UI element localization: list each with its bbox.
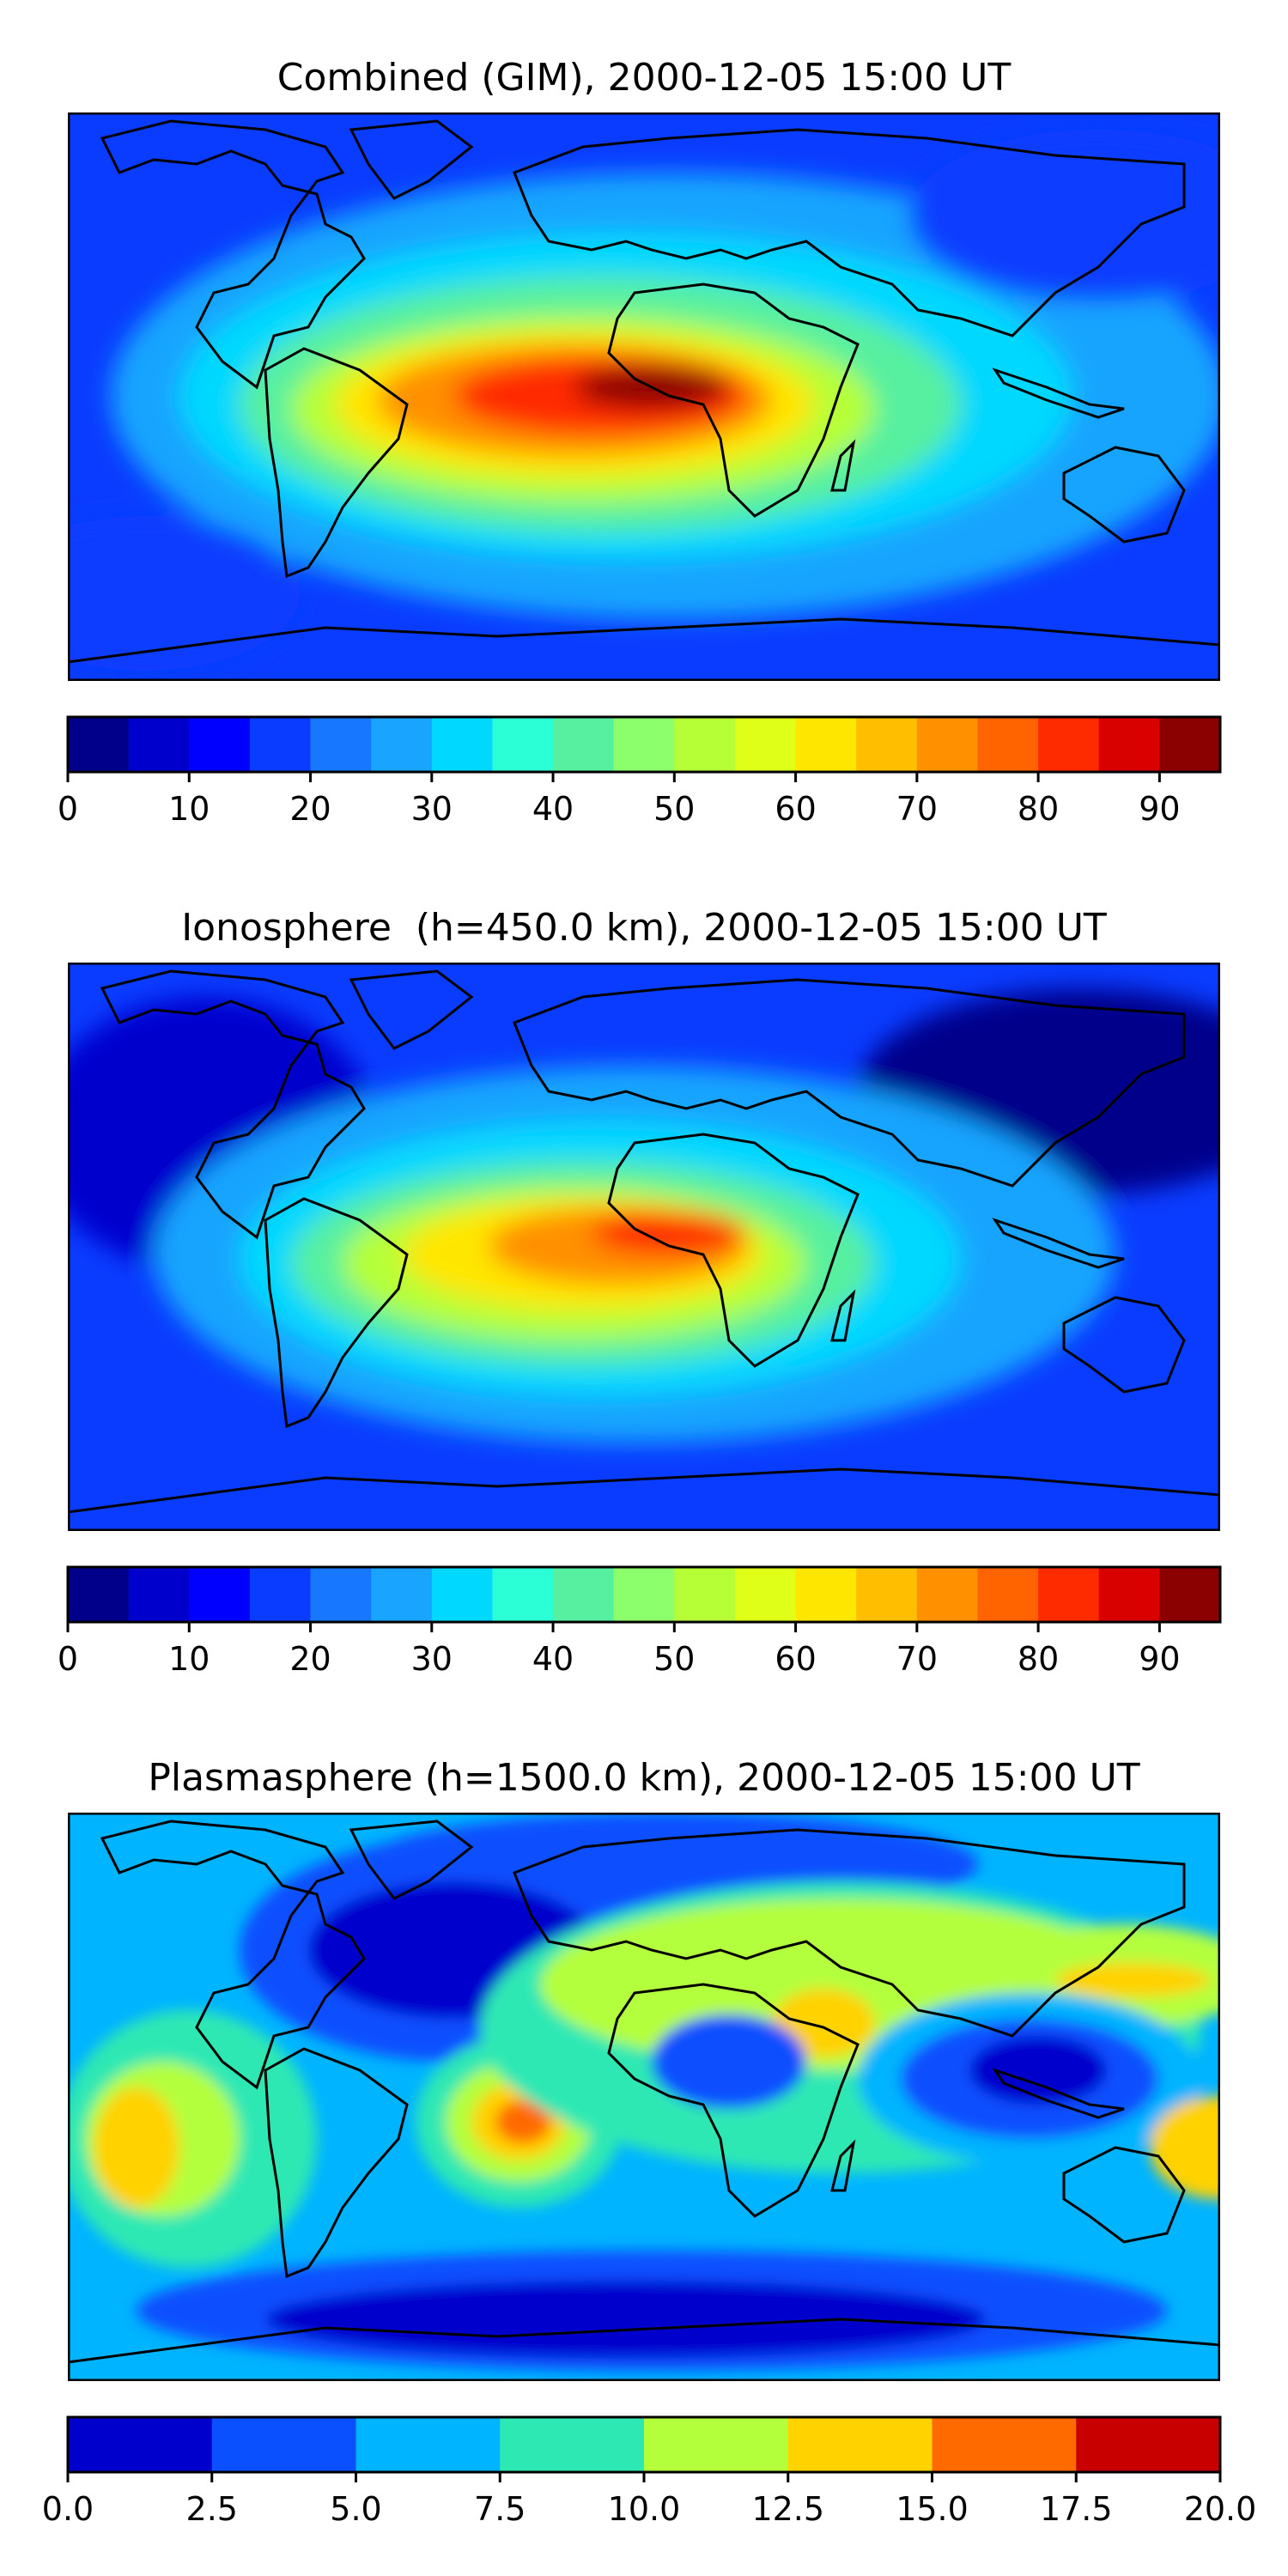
panel-title: Ionosphere (h=450.0 km), 2000-12-05 15:0… [181,906,1107,950]
colorbar-segment [189,1567,251,1622]
colorbar-segment [856,1567,918,1622]
colorbar-tick-label: 90 [1139,1640,1180,1678]
colorbar-segment [68,717,130,772]
colorbar-tick-label: 70 [896,790,938,828]
colorbar-segment [734,1567,797,1622]
colorbar-segment [68,2417,213,2472]
colorbar-segment [734,717,797,772]
colorbar-segment [189,717,251,772]
colorbar-tick-label: 10 [168,790,210,828]
map-plot-combined [68,112,1220,681]
colorbar-segment [1159,1567,1221,1622]
colorbar-tick-label: 40 [532,790,574,828]
colorbar-segment [128,717,190,772]
colorbar-combined: 0 10 20 30 40 50 60 70 80 90 [58,715,1222,828]
panel-plasmasphere: Plasmasphere (h=1500.0 km), 2000-12-05 1… [0,1700,1288,2559]
colorbar-plasmasphere: 0.0 2.5 5.0 7.5 10.0 12.5 15.0 17.5 20.0 [42,2415,1256,2528]
colorbar-segment [674,717,736,772]
map-plot-plasmasphere [68,1813,1220,2381]
colorbar-segment [371,717,433,772]
colorbar-tick-label: 20.0 [1184,2490,1257,2528]
colorbar-segment [310,1567,372,1622]
colorbar-tick-label: 80 [1018,790,1059,828]
colorbar-segment [1038,717,1100,772]
colorbar-segment [795,717,857,772]
colorbar-tick-label: 70 [896,1640,938,1678]
colorbar-tick-label: 80 [1018,1640,1059,1678]
colorbar-tick-label: 5.0 [330,2490,381,2528]
colorbar-tick-label: 60 [775,790,816,828]
colorbar-segment [553,1567,615,1622]
colorbar-tick-label: 15.0 [896,2490,969,2528]
colorbar-segment [674,1567,736,1622]
colorbar-segment [431,1567,493,1622]
colorbar-segment [613,1567,675,1622]
colorbar-frame [66,1565,1222,1624]
colorbar-segment [1159,717,1221,772]
colorbar-segment [1098,1567,1160,1622]
colorbar-tick-label: 2.5 [186,2490,238,2528]
map-plot-ionosphere [68,963,1220,1531]
colorbar-tick-label: 0 [58,790,78,828]
colorbar-segment [1076,2417,1221,2472]
colorbar-tick-label: 10 [168,1640,210,1678]
colorbar-segment [371,1567,433,1622]
colorbar-segment [916,717,978,772]
colorbar-segment [1098,717,1160,772]
colorbar-ionosphere: 0 10 20 30 40 50 60 70 80 90 [58,1565,1222,1678]
colorbar-segment [249,717,312,772]
colorbar-segment [795,1567,857,1622]
colorbar-segment [68,1567,130,1622]
colorbar-segment [856,717,918,772]
colorbar-tick-label: 50 [653,1640,695,1678]
colorbar-tick-label: 50 [653,790,695,828]
colorbar-segment [1038,1567,1100,1622]
colorbar-segment [355,2417,501,2472]
colorbar-tick-label: 60 [775,1640,816,1678]
colorbar-segment [128,1567,190,1622]
colorbar-tick-label: 10.0 [608,2490,681,2528]
colorbar-tick-label: 12.5 [751,2490,824,2528]
colorbar-segment [977,717,1039,772]
colorbar-tick-label: 30 [411,790,453,828]
colorbar-segment [431,717,493,772]
colorbar-segment [613,717,675,772]
colorbar-tick-label: 20 [289,1640,331,1678]
colorbar-segment [310,717,372,772]
colorbar-segment [553,717,615,772]
colorbar-segment [787,2417,933,2472]
colorbar-tick-label: 0 [58,1640,78,1678]
colorbar-segment [500,2417,645,2472]
colorbar-segment [932,2417,1077,2472]
colorbar-segment [916,1567,978,1622]
panel-ionosphere: Ionosphere (h=450.0 km), 2000-12-05 15:0… [0,850,1288,1692]
panel-title: Plasmasphere (h=1500.0 km), 2000-12-05 1… [148,1756,1140,1800]
colorbar-tick-label: 40 [532,1640,574,1678]
colorbar-segment [211,2417,356,2472]
colorbar-tick-label: 7.5 [474,2490,526,2528]
colorbar-tick-label: 90 [1139,790,1180,828]
colorbar-tick-label: 30 [411,1640,453,1678]
colorbar-tick-label: 20 [289,790,331,828]
colorbar-segment [249,1567,312,1622]
panel-title: Combined (GIM), 2000-12-05 15:00 UT [276,56,1012,100]
panel-combined: Combined (GIM), 2000-12-05 15:00 UT 0 10 2… [0,0,1288,841]
colorbar-segment [492,1567,554,1622]
colorbar-segment [492,717,554,772]
colorbar-tick-label: 0.0 [42,2490,94,2528]
colorbar-frame [66,715,1222,774]
colorbar-segment [977,1567,1039,1622]
colorbar-segment [644,2417,789,2472]
colorbar-tick-label: 17.5 [1040,2490,1113,2528]
